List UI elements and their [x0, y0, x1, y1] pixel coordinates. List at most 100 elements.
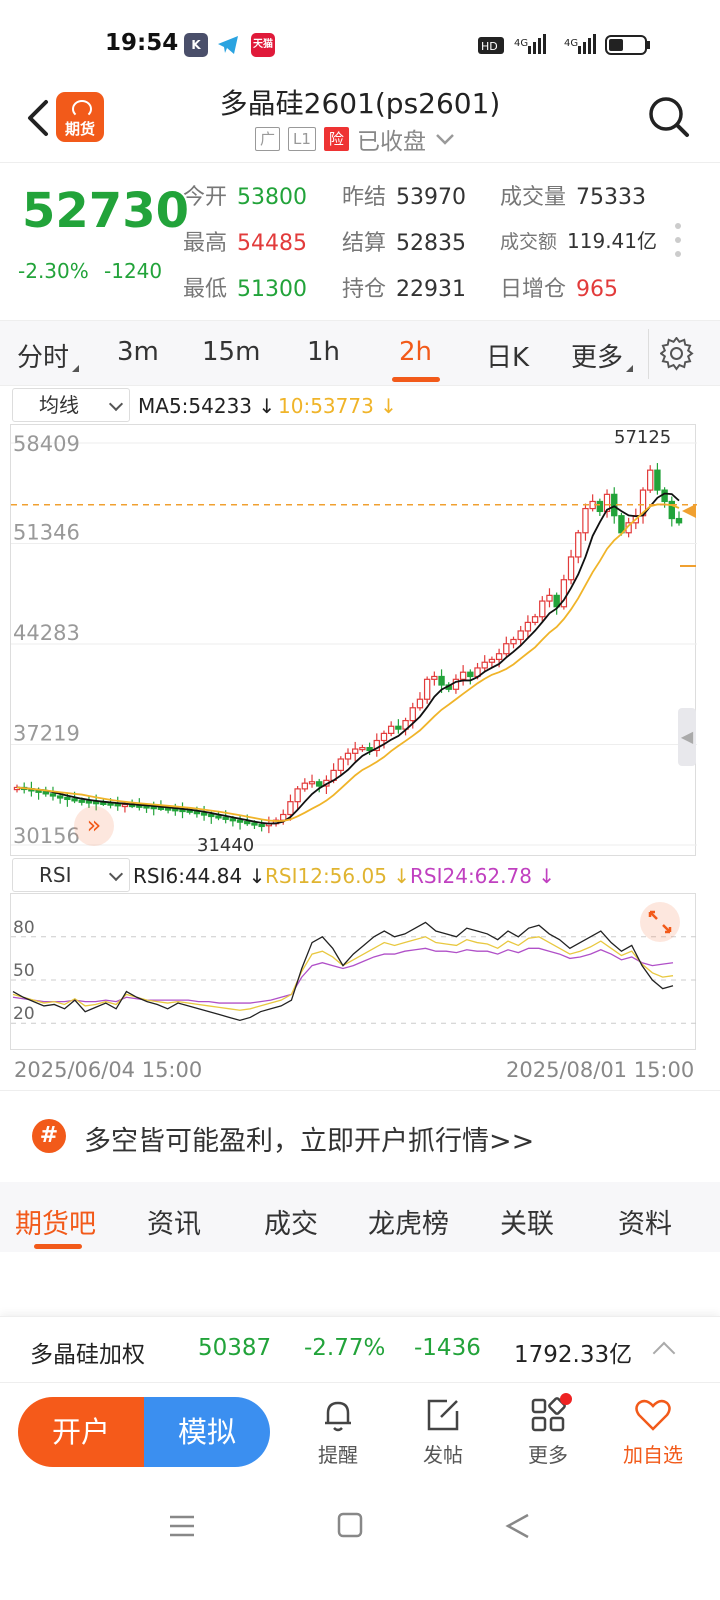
candle-body — [459, 671, 467, 680]
candlestick-chart[interactable]: 58409 51346 44283 37219 30156 57125 31440 — [10, 424, 697, 856]
candle-body — [200, 812, 208, 816]
tab-info[interactable]: 资料 — [618, 1209, 672, 1240]
candle-body — [395, 725, 402, 730]
quote-field-value: 965 — [576, 277, 619, 302]
tab-rank[interactable]: 龙虎榜 — [368, 1209, 449, 1240]
tab-15m[interactable]: 15m — [202, 337, 261, 367]
candle-body — [373, 739, 380, 752]
quote-panel: 52730 -2.30% -1240 今开 53800 昨结 53970 成交量 7533… — [0, 162, 720, 320]
tab-daily[interactable]: 日K — [486, 343, 530, 373]
candle-body — [431, 675, 438, 680]
candle-body — [42, 791, 49, 795]
candle-body — [344, 752, 352, 760]
promo-text: 多空皆可能盈利，立即开户抓行情>> — [84, 1126, 535, 1157]
quote-field-label: 成交量 — [500, 185, 567, 210]
menu-icon[interactable] — [168, 1512, 196, 1540]
tab-fenshi[interactable]: 分时 — [17, 337, 80, 374]
home-icon[interactable] — [337, 1512, 363, 1538]
candle-body — [193, 811, 201, 815]
hashtag-icon: # — [32, 1119, 66, 1153]
bottom-toolbar: 开户 模拟 提醒 发帖 更多 加自选 — [0, 1382, 720, 1492]
candle-body — [517, 630, 524, 641]
quote-field: 结算 52835 — [342, 225, 466, 257]
nav-add-watchlist[interactable]: 加自选 — [613, 1395, 693, 1468]
high-label: 57125 — [614, 427, 671, 448]
tab-3m[interactable]: 3m — [117, 337, 159, 367]
nav-more[interactable]: 更多 — [508, 1393, 588, 1468]
tab-2h[interactable]: 2h — [399, 337, 433, 367]
nav-remind[interactable]: 提醒 — [298, 1395, 378, 1468]
price-marker-line — [680, 565, 696, 567]
candle-body — [49, 793, 57, 797]
nav-post[interactable]: 发帖 — [403, 1395, 483, 1468]
expand-icon[interactable] — [640, 902, 680, 942]
heart-icon — [635, 1399, 671, 1431]
svg-text:4G: 4G — [514, 38, 528, 49]
title-subrow[interactable]: 广 L1 险 已收盘 — [255, 124, 456, 155]
candle-body — [560, 579, 568, 608]
quote-field-value: 22931 — [396, 277, 467, 302]
quote-field-label: 成交额 — [500, 231, 558, 253]
page-title[interactable]: 多晶硅2601(ps2601) — [219, 87, 501, 120]
tab-divider — [648, 329, 649, 379]
open-account-button[interactable]: 开户 — [18, 1397, 144, 1467]
candle-body — [244, 821, 251, 825]
candle-body — [524, 621, 532, 632]
tab-trades[interactable]: 成交 — [264, 1209, 318, 1240]
x-end-label: 2025/08/01 15:00 — [506, 1058, 695, 1082]
index-name: 多晶硅加权 — [30, 1342, 145, 1368]
promo-banner[interactable]: # 多空皆可能盈利，立即开户抓行情>> — [0, 1090, 720, 1182]
index-price: 50387 — [198, 1335, 272, 1361]
tab-news[interactable]: 资讯 — [147, 1209, 201, 1240]
candle-body — [301, 782, 309, 790]
tab-1h[interactable]: 1h — [307, 337, 341, 367]
rsi6-line — [12, 921, 674, 1021]
period-tabs: 分时 3m 15m 1h 2h 日K 更多 — [0, 320, 720, 386]
tab-more[interactable]: 更多 — [571, 337, 634, 374]
system-nav-bar — [0, 1492, 720, 1600]
quote-field-label: 持仓 — [342, 277, 387, 302]
tab-futures-bar[interactable]: 期货吧 — [15, 1209, 96, 1240]
more-quote-icon[interactable] — [675, 223, 681, 265]
gear-icon[interactable] — [660, 337, 694, 371]
tab-related[interactable]: 关联 — [500, 1209, 554, 1240]
quote-field-label: 今开 — [183, 185, 228, 210]
ma10-value: 10:53773 ↓ — [278, 394, 397, 418]
candle-body — [316, 781, 323, 787]
rsi-select[interactable]: RSI — [12, 858, 130, 892]
candle-body — [121, 803, 129, 808]
tmall-icon: 天猫 — [251, 33, 275, 57]
simulate-button[interactable]: 模拟 — [144, 1397, 270, 1467]
rsi-tick-label: 50 — [13, 961, 35, 981]
index-bar[interactable]: 多晶硅加权 50387 -2.77% -1436 1792.33亿 — [0, 1316, 720, 1382]
low-label: 31440 — [197, 835, 254, 856]
search-icon[interactable] — [648, 96, 690, 138]
quote-field-value: 52835 — [396, 231, 467, 256]
side-handle[interactable]: ◀ — [678, 708, 696, 766]
ma5-value: MA5:54233 ↓ — [138, 394, 276, 418]
rsi12-line — [12, 936, 674, 1011]
k-app-icon: K — [184, 33, 208, 57]
quote-field: 成交额 119.41亿 — [500, 225, 657, 254]
ma-select[interactable]: 均线 — [12, 388, 130, 422]
back-icon[interactable] — [20, 98, 60, 138]
quote-field-label: 最高 — [183, 231, 228, 256]
svg-text:HD: HD — [481, 40, 498, 53]
candle-body — [351, 748, 359, 754]
candle-body — [675, 517, 683, 524]
tag-l1: L1 — [288, 127, 316, 151]
candle-body — [647, 469, 654, 491]
grid-icon — [531, 1397, 566, 1432]
network-icons: HD 4G 4G — [478, 34, 650, 55]
quote-field: 成交量 75333 — [500, 179, 646, 211]
candle-body — [661, 489, 668, 503]
price-marker-icon — [682, 504, 696, 518]
candle-body — [539, 600, 546, 618]
rsi-chart[interactable]: 80 50 20 — [10, 893, 697, 1050]
back-nav-icon[interactable] — [504, 1512, 532, 1540]
futures-logo: 期货 — [56, 92, 104, 142]
chevron-down-icon[interactable] — [434, 128, 456, 150]
scroll-left-button[interactable]: » — [74, 806, 114, 846]
chevron-up-icon[interactable] — [652, 1341, 676, 1365]
candle-body — [280, 813, 287, 821]
